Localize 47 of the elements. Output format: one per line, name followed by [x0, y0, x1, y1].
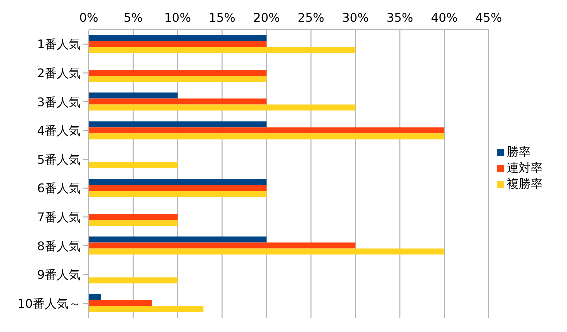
- bar: [89, 41, 267, 48]
- bar: [89, 76, 267, 82]
- x-tick-label: 10%: [164, 11, 192, 25]
- y-tick-label: 2番人気: [37, 66, 81, 80]
- y-tick-label: 7番人気: [37, 210, 81, 224]
- bar: [89, 248, 445, 255]
- x-tick-label: 5%: [124, 11, 143, 25]
- y-tick-label: 9番人気: [37, 268, 81, 282]
- y-tick-label: 10番人気～: [18, 296, 81, 311]
- bar: [89, 128, 445, 134]
- bar: [89, 306, 204, 312]
- y-tick-label: 6番人気: [37, 182, 81, 196]
- y-tick-label: 1番人気: [37, 38, 81, 52]
- y-tick-label: 5番人気: [37, 152, 81, 167]
- y-tick-label: 8番人気: [37, 239, 81, 254]
- bar: [89, 179, 267, 186]
- y-tick-label: 3番人気: [37, 95, 81, 110]
- x-tick-label: 30%: [342, 11, 370, 25]
- bar: [89, 185, 267, 192]
- x-tick-label: 0%: [79, 11, 99, 25]
- x-tick-label: 25%: [298, 11, 325, 25]
- y-tick-label: 4番人気: [37, 124, 81, 138]
- bar: [89, 242, 356, 249]
- bar: [89, 236, 267, 243]
- bar: [89, 70, 267, 76]
- bar: [89, 278, 178, 284]
- x-tick-label: 35%: [386, 11, 414, 25]
- bar: [89, 122, 267, 128]
- bar: [89, 294, 102, 300]
- x-tick-label: 15%: [208, 11, 236, 25]
- x-tick-label: 40%: [431, 11, 458, 25]
- bar: [89, 134, 445, 140]
- bar: [89, 214, 178, 220]
- bar: [89, 35, 267, 42]
- x-tick-label: 20%: [253, 11, 280, 25]
- bar: [89, 220, 178, 226]
- bar: [89, 92, 178, 99]
- bar: [89, 98, 267, 105]
- bar: [89, 191, 267, 198]
- bar: [89, 104, 356, 111]
- bar: [89, 47, 356, 54]
- bar: [89, 300, 152, 306]
- legend-label: 複勝率: [507, 176, 543, 192]
- x-tick-label: 45%: [476, 11, 502, 25]
- legend-label: 勝率: [507, 144, 531, 160]
- bar: [89, 162, 178, 168]
- legend-label: 連対率: [507, 160, 543, 176]
